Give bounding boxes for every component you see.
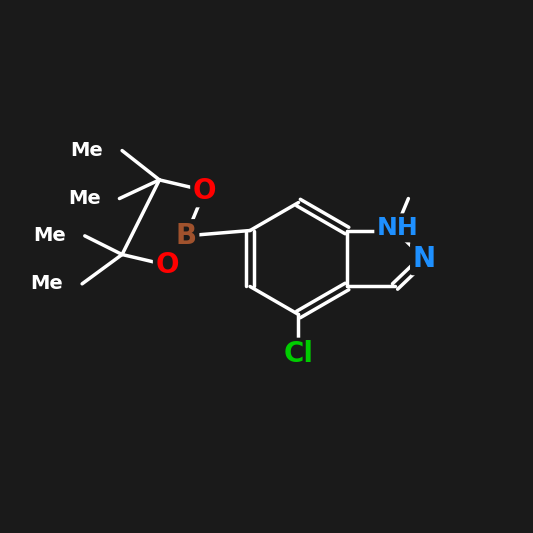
Text: O: O bbox=[156, 251, 179, 279]
Text: NH: NH bbox=[377, 216, 418, 240]
Text: N: N bbox=[413, 245, 436, 272]
Text: Me: Me bbox=[34, 227, 66, 245]
Text: Cl: Cl bbox=[284, 341, 313, 368]
Text: B: B bbox=[175, 222, 197, 250]
Text: Me: Me bbox=[31, 274, 63, 293]
Text: Me: Me bbox=[71, 141, 103, 160]
Text: O: O bbox=[193, 176, 216, 205]
Text: Me: Me bbox=[68, 189, 101, 208]
